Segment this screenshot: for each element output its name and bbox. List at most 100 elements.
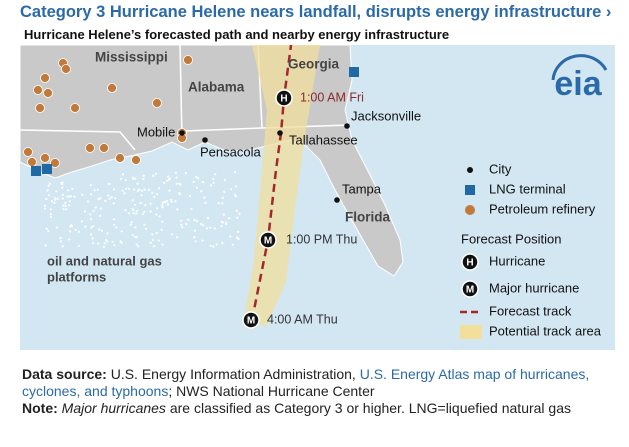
refinery: [27, 157, 37, 167]
platform: [185, 222, 188, 226]
platform: [160, 228, 163, 231]
refinery: [40, 73, 50, 83]
forecast-icon: [275, 89, 293, 107]
platform: [106, 232, 109, 235]
platform: [103, 242, 106, 245]
platform: [231, 243, 234, 246]
platform: [161, 220, 164, 223]
refinery: [131, 155, 141, 165]
title-link[interactable]: Category 3 Hurricane Helene nears landfa…: [20, 3, 612, 21]
platform: [196, 186, 199, 189]
platform: [55, 190, 58, 193]
platform: [206, 217, 209, 220]
platform: [166, 203, 170, 206]
platform: [190, 207, 193, 210]
legend-major-letter: M: [466, 285, 474, 296]
platform: [45, 197, 48, 201]
refinery: [99, 143, 109, 153]
platform: [178, 193, 181, 196]
platform: [115, 226, 118, 229]
platform: [176, 208, 179, 211]
platform: [90, 226, 93, 229]
platform: [221, 242, 224, 245]
refinery: [115, 153, 125, 163]
platform: [113, 244, 116, 247]
platform: [234, 195, 238, 198]
platform: [174, 200, 177, 203]
platform: [60, 181, 63, 184]
platform: [181, 226, 184, 229]
platform: [134, 177, 137, 180]
potential-track-area: [244, 45, 320, 327]
platform: [230, 188, 233, 191]
platform: [161, 204, 164, 207]
platform: [47, 184, 50, 187]
note-text: are classified as Category 3 or higher. …: [169, 400, 572, 416]
platform: [124, 187, 128, 190]
refinery: [35, 103, 45, 113]
platform: [155, 213, 158, 216]
platform: [110, 196, 113, 199]
platform: [97, 242, 100, 245]
forecast-track: [250, 44, 293, 321]
refinery: [33, 85, 43, 95]
platform: [170, 198, 173, 201]
city-dot: [277, 130, 283, 136]
platform: [151, 191, 154, 194]
platform: [113, 223, 116, 226]
platform: [235, 209, 238, 212]
platform: [200, 190, 203, 193]
forecast-letter: M: [264, 236, 272, 247]
platform: [78, 244, 81, 247]
platform: [220, 220, 223, 223]
legend-label: City: [489, 161, 512, 176]
platform: [62, 208, 65, 211]
platform: [45, 227, 48, 230]
platform: [100, 229, 103, 232]
platforms: [43, 171, 241, 248]
platform: [143, 210, 146, 213]
platform: [151, 238, 155, 242]
city-label: Mobile: [137, 124, 175, 139]
platform: [149, 202, 152, 205]
platform: [120, 241, 123, 244]
platform: [129, 223, 132, 226]
platform: [61, 197, 64, 200]
platform: [131, 233, 134, 236]
platform: [176, 236, 179, 239]
platform: [131, 199, 134, 202]
platform: [205, 227, 209, 230]
platform: [223, 178, 227, 181]
platform: [46, 189, 49, 192]
refinery: [50, 158, 60, 168]
platform: [212, 177, 215, 181]
forecast-letter: H: [280, 94, 287, 105]
platform: [233, 171, 237, 174]
refinery: [85, 143, 95, 153]
platform: [136, 189, 140, 192]
platform: [155, 232, 158, 235]
legend-label: LNG terminal: [489, 181, 566, 196]
source-rest: ; NWS National Hurricane Center: [168, 383, 375, 399]
logo-arc: [551, 54, 608, 81]
platform: [124, 209, 127, 212]
platform: [152, 174, 155, 177]
legend-hurricane-icon: [461, 253, 479, 271]
platform: [197, 177, 200, 180]
platform: [89, 218, 93, 221]
logo: eia: [554, 65, 602, 103]
platform: [94, 206, 97, 209]
map: eia Mississippi Alabama Georgia Florida Mobi…: [19, 44, 615, 350]
platform: [187, 218, 190, 221]
platform: [132, 212, 135, 215]
platform: [237, 230, 240, 233]
platform: [56, 226, 59, 229]
platform: [121, 173, 125, 176]
city-label: Pensacola: [200, 144, 261, 159]
platform: [221, 202, 224, 205]
platform: [134, 226, 137, 229]
legend-label: Potential track area: [489, 323, 602, 338]
platform: [65, 208, 68, 211]
source-link[interactable]: U.S. Energy Atlas map of hurricanes, cyc…: [22, 366, 590, 399]
